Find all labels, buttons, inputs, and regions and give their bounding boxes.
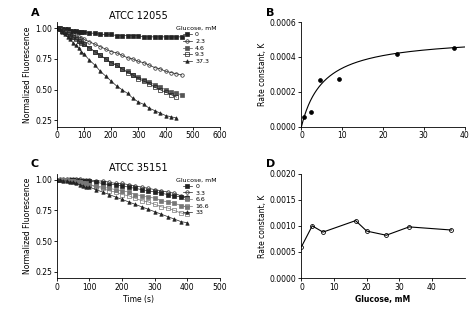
Title: ATCC 12055: ATCC 12055: [109, 11, 168, 21]
Text: B: B: [265, 8, 274, 18]
Y-axis label: Normalized Fluorescence: Normalized Fluorescence: [23, 178, 32, 274]
Title: ATCC 35151: ATCC 35151: [109, 163, 168, 173]
Text: D: D: [265, 159, 275, 169]
Text: C: C: [31, 159, 39, 169]
Text: A: A: [31, 8, 39, 18]
X-axis label: Time (s): Time (s): [123, 295, 154, 304]
Y-axis label: Normalized Fluorescence: Normalized Fluorescence: [23, 26, 32, 123]
Legend: 0, 3.3, 6.6, 16.6, 33: 0, 3.3, 6.6, 16.6, 33: [175, 177, 217, 216]
Legend: 0, 2.3, 4.6, 9.3, 37.3: 0, 2.3, 4.6, 9.3, 37.3: [175, 25, 217, 64]
X-axis label: Glucose, mM: Glucose, mM: [356, 295, 410, 304]
Y-axis label: Rate constant, K: Rate constant, K: [258, 43, 267, 106]
Y-axis label: Rate constant, K: Rate constant, K: [258, 194, 267, 258]
